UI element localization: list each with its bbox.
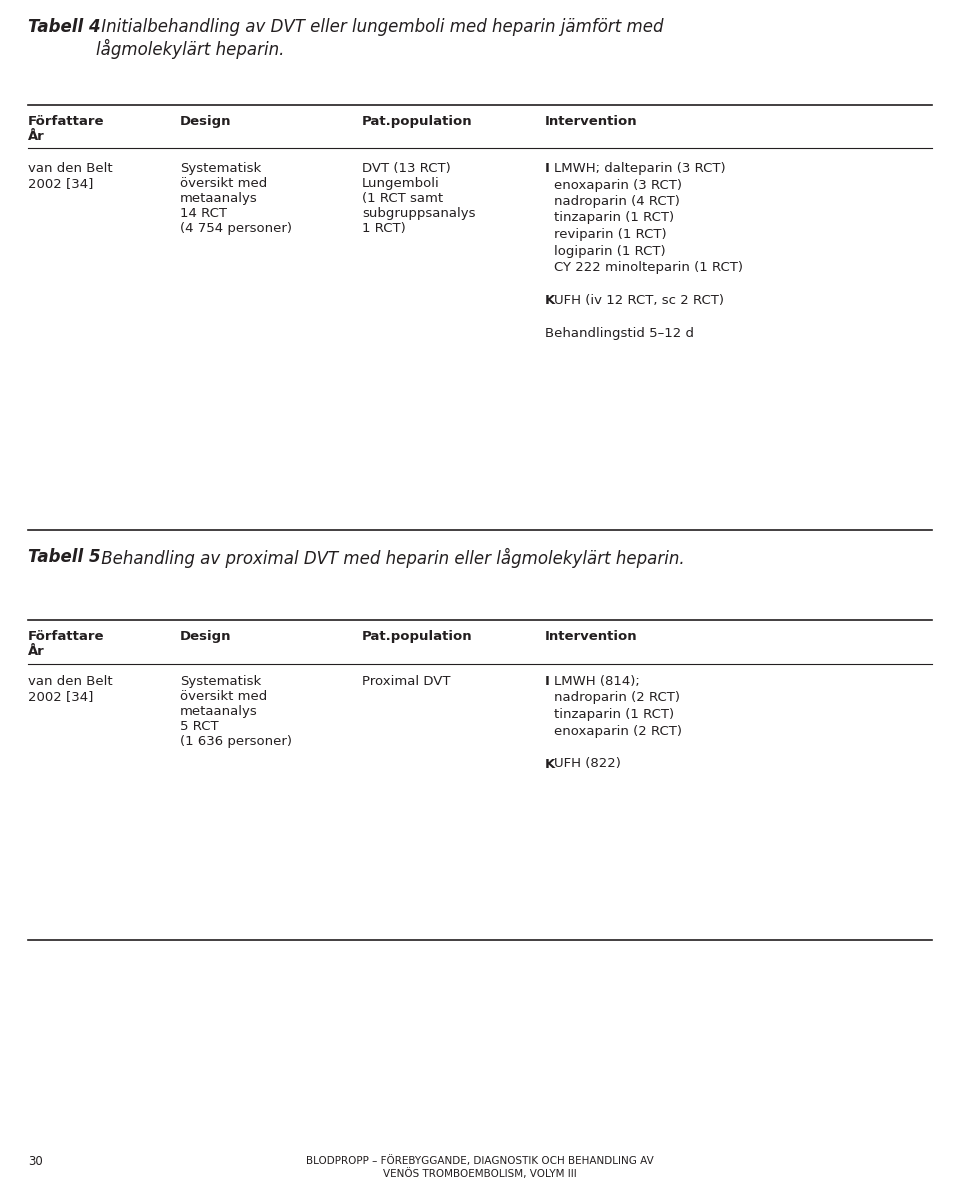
- Text: LMWH; dalteparin (3 RCT): LMWH; dalteparin (3 RCT): [554, 162, 726, 175]
- Text: enoxaparin (2 RCT): enoxaparin (2 RCT): [554, 724, 682, 737]
- Text: Intervention: Intervention: [545, 115, 637, 129]
- Text: reviparin (1 RCT): reviparin (1 RCT): [554, 228, 666, 241]
- Text: I: I: [545, 675, 550, 688]
- Text: Författare: Författare: [28, 631, 105, 643]
- Text: LMWH (814);: LMWH (814);: [554, 675, 639, 688]
- Text: K: K: [545, 758, 555, 771]
- Text: Design: Design: [180, 631, 231, 643]
- Text: Tabell 4: Tabell 4: [28, 18, 101, 36]
- Text: UFH (iv 12 RCT, sc 2 RCT): UFH (iv 12 RCT, sc 2 RCT): [554, 294, 724, 307]
- Text: Proximal DVT: Proximal DVT: [362, 675, 450, 688]
- Text: Tabell 5: Tabell 5: [28, 548, 101, 566]
- Text: enoxaparin (3 RCT): enoxaparin (3 RCT): [554, 179, 682, 191]
- Text: I: I: [545, 162, 550, 175]
- Text: Behandlingstid 5–12 d: Behandlingstid 5–12 d: [545, 327, 694, 340]
- Text: Design: Design: [180, 115, 231, 129]
- Text: logiparin (1 RCT): logiparin (1 RCT): [554, 245, 665, 257]
- Text: CY 222 minolteparin (1 RCT): CY 222 minolteparin (1 RCT): [554, 261, 743, 274]
- Text: BLODPROPP – FÖREBYGGANDE, DIAGNOSTIK OCH BEHANDLING AV
VENÖS TROMBOEMBOLISM, VOL: BLODPROPP – FÖREBYGGANDE, DIAGNOSTIK OCH…: [306, 1155, 654, 1178]
- Text: tinzaparin (1 RCT): tinzaparin (1 RCT): [554, 709, 674, 721]
- Text: Systematisk
översikt med
metaanalys
5 RCT
(1 636 personer): Systematisk översikt med metaanalys 5 RC…: [180, 675, 292, 748]
- Text: nadroparin (2 RCT): nadroparin (2 RCT): [554, 692, 680, 705]
- Text: Initialbehandling av DVT eller lungemboli med heparin jämfört med
lågmolekylärt : Initialbehandling av DVT eller lungembol…: [96, 18, 663, 59]
- Text: År: År: [28, 645, 45, 658]
- Text: Systematisk
översikt med
metaanalys
14 RCT
(4 754 personer): Systematisk översikt med metaanalys 14 R…: [180, 162, 292, 235]
- Text: UFH (822): UFH (822): [554, 758, 621, 771]
- Text: Intervention: Intervention: [545, 631, 637, 643]
- Text: Pat.population: Pat.population: [362, 115, 472, 129]
- Text: tinzaparin (1 RCT): tinzaparin (1 RCT): [554, 211, 674, 225]
- Text: van den Belt
2002 [34]: van den Belt 2002 [34]: [28, 675, 112, 703]
- Text: Pat.population: Pat.population: [362, 631, 472, 643]
- Text: Behandling av proximal DVT med heparin eller lågmolekylärt heparin.: Behandling av proximal DVT med heparin e…: [96, 548, 684, 568]
- Text: van den Belt
2002 [34]: van den Belt 2002 [34]: [28, 162, 112, 190]
- Text: DVT (13 RCT)
Lungemboli
(1 RCT samt
subgruppsanalys
1 RCT): DVT (13 RCT) Lungemboli (1 RCT samt subg…: [362, 162, 475, 235]
- Text: Författare: Författare: [28, 115, 105, 129]
- Text: 30: 30: [28, 1155, 43, 1169]
- Text: nadroparin (4 RCT): nadroparin (4 RCT): [554, 195, 680, 208]
- Text: År: År: [28, 130, 45, 143]
- Text: K: K: [545, 294, 555, 307]
